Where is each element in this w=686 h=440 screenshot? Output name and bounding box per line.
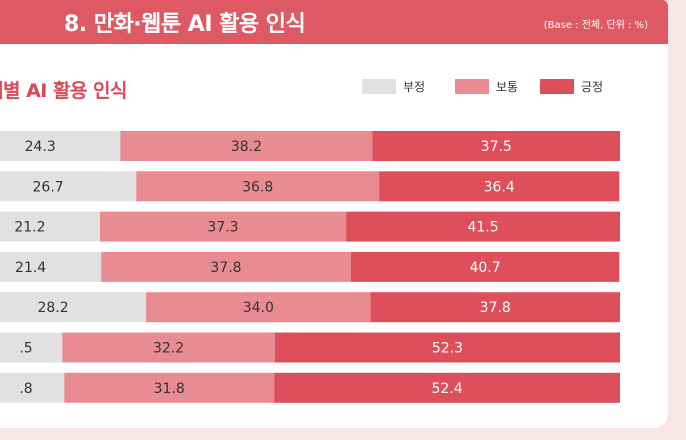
bar-segment-neutral [146,292,371,323]
legend-label-neutral: 보통 [496,79,519,94]
legend-label-positive: 긍정 [581,79,604,94]
bar-segment-positive [372,131,620,161]
data-label-positive: 37.8 [480,300,511,316]
data-label-neutral: 31.8 [154,381,185,397]
bar-segment-negative [0,332,63,363]
page-title: 8. 만화·웹툰 AI 활용 인식 [64,12,306,37]
data-label-positive: 52.4 [431,381,462,397]
data-label-negative: 21.2 [14,220,45,236]
chart-subtitle: 게별 AI 활용 인식 [0,80,128,102]
bar-segment-positive [274,332,620,363]
bar-segment-negative [0,251,102,282]
title-banner: 8. 만화·웹툰 AI 활용 인식 (Base : 전체, 단위 : %) [0,0,668,44]
data-label-neutral: 32.2 [153,341,184,357]
bar-segment-positive [274,372,620,403]
bar-segment-positive [346,211,620,242]
data-label-positive: 40.7 [469,260,500,276]
legend-item-neutral: 보통 [455,78,518,94]
legend-swatch-neutral [455,78,489,94]
data-label-neutral: 38.2 [231,139,262,155]
bar-segment-neutral [136,171,380,202]
bar-segment-neutral [120,131,373,161]
bar-segment-negative [0,171,137,202]
bar-segment-negative [0,211,100,242]
bar-segment-negative [0,131,121,161]
data-label-neutral: 37.3 [207,220,238,236]
data-label-negative: 21.4 [15,260,46,276]
bar-segment-positive [379,171,620,202]
data-label-positive: 52.3 [432,341,463,357]
data-label-positive: 37.5 [481,139,512,155]
bar-segment-positive [370,292,620,323]
data-label-negative: 28.2 [37,300,68,316]
data-label-negative: 26.7 [33,179,64,195]
bar-segment-positive [350,251,620,282]
legend-swatch-positive [540,78,574,94]
base-unit-note: (Base : 전체, 단위 : %) [543,20,648,31]
bar-segment-negative [0,292,147,323]
data-label-neutral: 37.8 [210,260,241,276]
bar-segment-neutral [64,372,275,403]
data-label-neutral: 34.0 [243,300,274,316]
legend-swatch-negative [362,78,396,94]
legend-item-negative: 부정 [362,78,425,94]
data-label-neutral: 36.8 [242,179,273,195]
data-label-positive: 36.4 [484,179,515,195]
bar-segment-negative [0,372,65,403]
bar-segment-neutral [99,211,347,242]
data-label-negative: 24.3 [25,139,56,155]
data-label-positive: 41.5 [467,220,498,236]
legend-item-positive: 긍정 [540,78,603,94]
data-label-negative: .8 [19,381,32,397]
bar-segment-neutral [62,332,275,363]
data-label-negative: .5 [19,341,32,357]
bar-segment-neutral [101,251,351,282]
legend-label-negative: 부정 [403,79,426,94]
